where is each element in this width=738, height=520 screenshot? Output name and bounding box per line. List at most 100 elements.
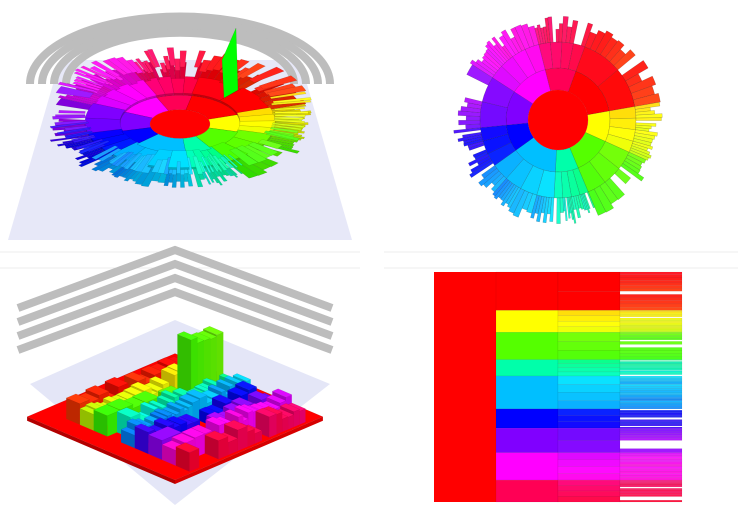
treemap-cell: [266, 394, 287, 404]
sunburst-segment: [266, 85, 307, 97]
sunburst-segment: [159, 62, 168, 73]
sunburst-segment: [580, 22, 594, 48]
sunburst-segment: [575, 195, 582, 209]
sunburst-segment-side: [64, 94, 98, 104]
sunburst-segment: [613, 49, 636, 71]
treemap-side: [228, 438, 238, 456]
treemap-cell: [175, 442, 200, 453]
sunburst-segment: [491, 36, 511, 60]
treemap-side: [269, 413, 277, 438]
sunburst-segment: [102, 59, 128, 76]
icicle-cell: [619, 335, 683, 337]
sunburst-segment: [500, 184, 517, 207]
icicle-cell: [495, 332, 559, 360]
sunburst-segment: [462, 131, 482, 139]
icicle-cell: [557, 466, 621, 474]
sunburst-segment: [534, 27, 542, 45]
icicle-cell: [557, 321, 621, 327]
treemap-cell: [123, 371, 147, 382]
treemap-cell: [143, 382, 164, 392]
treemap-side: [134, 426, 149, 455]
icicle-cell: [557, 332, 621, 342]
icicle-cell: [619, 280, 683, 284]
sunburst-segment: [143, 60, 155, 73]
sunburst-segment: [520, 165, 545, 196]
icicle-cell: [619, 467, 683, 470]
sunburst-segment: [501, 56, 529, 85]
sunburst-segment: [74, 68, 109, 83]
sunburst-segment: [73, 78, 103, 89]
icicle-cell: [619, 492, 683, 495]
sunburst-segment: [597, 69, 636, 112]
treemap-side: [93, 409, 108, 437]
icicle-cell: [557, 359, 621, 364]
treemap-side: [237, 426, 248, 451]
treemap-side: [148, 434, 163, 460]
icicle-cell: [619, 332, 683, 334]
icicle-cell: [619, 459, 683, 461]
sunburst-segment: [458, 119, 481, 126]
treemap-cell: [215, 378, 235, 388]
sunburst-segment: [604, 177, 626, 201]
treemap-side: [276, 412, 283, 435]
icicle-cell: [619, 419, 683, 421]
icicle-cell: [557, 392, 621, 401]
sunburst-segment: [634, 101, 661, 110]
icicle-cell: [495, 359, 559, 377]
sunburst-segment: [633, 92, 661, 107]
sunburst-segment: [229, 147, 259, 166]
sunburst-segment: [78, 140, 111, 155]
icicle-cell: [495, 375, 559, 410]
icicle-cell: [495, 310, 559, 333]
wall-band: [16, 273, 334, 340]
sunburst-segment: [556, 197, 561, 224]
sunburst-segment: [469, 59, 495, 78]
icicle-cell: [619, 366, 683, 368]
treemap-side: [66, 397, 80, 425]
icicle-cell: [619, 458, 683, 460]
icicle-cell: [619, 490, 683, 494]
sunburst-segment: [72, 81, 101, 91]
treemap-side: [191, 337, 198, 401]
icicle-cell: [557, 400, 621, 410]
icicle-cell: [619, 413, 683, 416]
sunburst-segment: [605, 133, 634, 153]
treemap-cell: [139, 401, 159, 410]
sunburst-segment: [566, 169, 581, 198]
sunburst-segment: [179, 50, 187, 68]
icicle-cell: [619, 386, 683, 389]
icicle-cell: [619, 274, 683, 278]
sunburst-segment: [205, 55, 224, 72]
treemap-side: [210, 336, 217, 393]
icicle-cell: [619, 429, 683, 432]
icicle-cell: [619, 277, 683, 281]
icicle-cell: [495, 408, 559, 429]
sunburst-segment: [274, 116, 304, 121]
icicle-cell: [619, 363, 683, 365]
sunburst-segment: [208, 153, 223, 173]
icicle-cell: [619, 322, 683, 325]
icicle-cell: [619, 359, 683, 361]
treemap-cell: [227, 386, 250, 397]
sunburst-segment: [55, 86, 94, 99]
icicle-cell: [619, 411, 683, 413]
sunburst-segment: [115, 56, 139, 74]
treemap-cell: [147, 426, 182, 441]
sunburst-segment: [58, 110, 86, 114]
sunburst-segment: [235, 145, 268, 163]
wall-band: [38, 17, 322, 85]
sunburst-segment: [568, 43, 586, 72]
sunburst-segment: [64, 125, 89, 131]
icicle-cell: [619, 455, 683, 457]
sunburst-segment: [274, 111, 309, 114]
icicle-cell: [619, 402, 683, 405]
treemap-side: [27, 416, 175, 484]
icicle-cell: [557, 408, 621, 416]
icicle-cell: [557, 459, 621, 467]
treemap-cell: [279, 403, 301, 412]
sunburst-segment: [201, 156, 212, 174]
treemap-cell: [148, 399, 168, 409]
sunburst-segment: [247, 141, 279, 157]
icicle-cell: [619, 477, 683, 481]
icicle-cell: [619, 373, 683, 375]
